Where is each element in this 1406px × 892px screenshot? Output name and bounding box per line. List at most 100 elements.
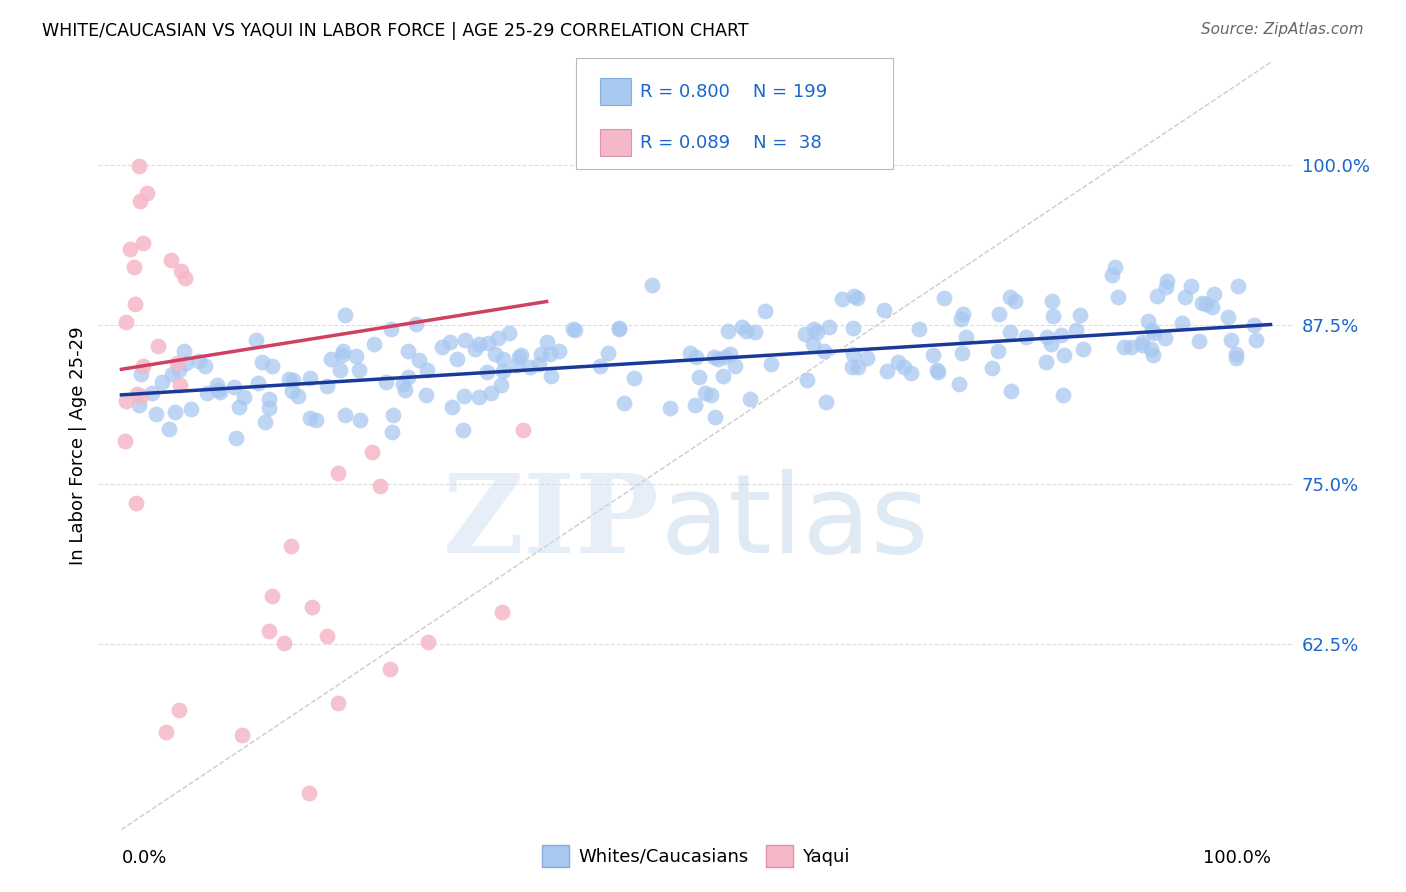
Point [250,355,273,369]
Point [1225,346,1247,360]
Point [416,635,439,649]
Point [416,362,439,376]
Point [305,412,328,426]
Point [169,702,191,716]
Point [446,351,468,366]
Point [900,366,922,380]
Point [253,415,276,429]
Y-axis label: In Labor Force | Age 25-29: In Labor Force | Age 25-29 [69,326,87,566]
Point [1204,286,1226,301]
Point [596,345,619,359]
Point [527,357,550,371]
Point [700,388,723,402]
Point [950,346,973,360]
Point [260,589,283,603]
Point [1042,309,1064,323]
Text: Source: ZipAtlas.com: Source: ZipAtlas.com [1201,22,1364,37]
Point [125,387,148,401]
Point [704,410,727,425]
Point [1243,318,1265,333]
Point [441,400,464,414]
Point [831,292,853,306]
Point [396,370,419,384]
Point [278,372,301,386]
Point [228,400,250,414]
Point [1146,289,1168,303]
Point [173,343,195,358]
Point [120,242,142,256]
Point [155,725,177,739]
Point [132,235,155,250]
Point [170,264,193,278]
Point [169,377,191,392]
Point [247,376,270,390]
Point [801,337,824,351]
Point [380,321,402,335]
Point [195,386,218,401]
Point [129,368,152,382]
Point [392,377,415,392]
Point [519,360,541,375]
Point [464,342,486,356]
Point [273,636,295,650]
Point [1154,331,1177,345]
Point [468,336,491,351]
Point [301,600,323,615]
Point [330,348,353,362]
Point [115,315,138,329]
Point [509,348,531,362]
Point [332,344,354,359]
Point [298,786,321,800]
Point [1142,323,1164,337]
Point [934,291,956,305]
Point [536,334,558,349]
Point [207,383,229,397]
Point [361,445,384,459]
Point [1052,387,1074,401]
Point [477,335,499,350]
Point [299,410,322,425]
Point [374,375,396,389]
Point [952,307,974,321]
Point [540,369,562,384]
Point [1170,316,1192,330]
Point [382,408,405,422]
Point [589,359,612,373]
Point [1194,296,1216,310]
Point [259,392,281,407]
Point [486,331,509,345]
Point [641,278,664,293]
Point [538,346,561,360]
Point [813,343,835,358]
Point [744,325,766,339]
Point [561,322,583,336]
Point [205,378,228,392]
Point [707,352,730,367]
Point [921,348,943,362]
Point [1142,348,1164,362]
Point [731,319,754,334]
Point [231,728,253,742]
Point [280,384,302,399]
Point [1114,340,1136,354]
Point [794,327,817,342]
Point [1201,300,1223,314]
Point [194,359,217,374]
Point [815,395,838,409]
Point [363,336,385,351]
Point [257,624,280,638]
Point [128,399,150,413]
Point [716,324,738,338]
Text: 100.0%: 100.0% [1202,849,1271,867]
Point [1130,334,1153,349]
Point [484,347,506,361]
Text: ZIP: ZIP [443,469,661,576]
Point [886,355,908,369]
Point [1104,260,1126,274]
Point [607,321,630,335]
Point [683,398,706,412]
Point [287,388,309,402]
Point [299,371,322,385]
Text: 0.0%: 0.0% [121,849,167,867]
Point [328,466,350,480]
